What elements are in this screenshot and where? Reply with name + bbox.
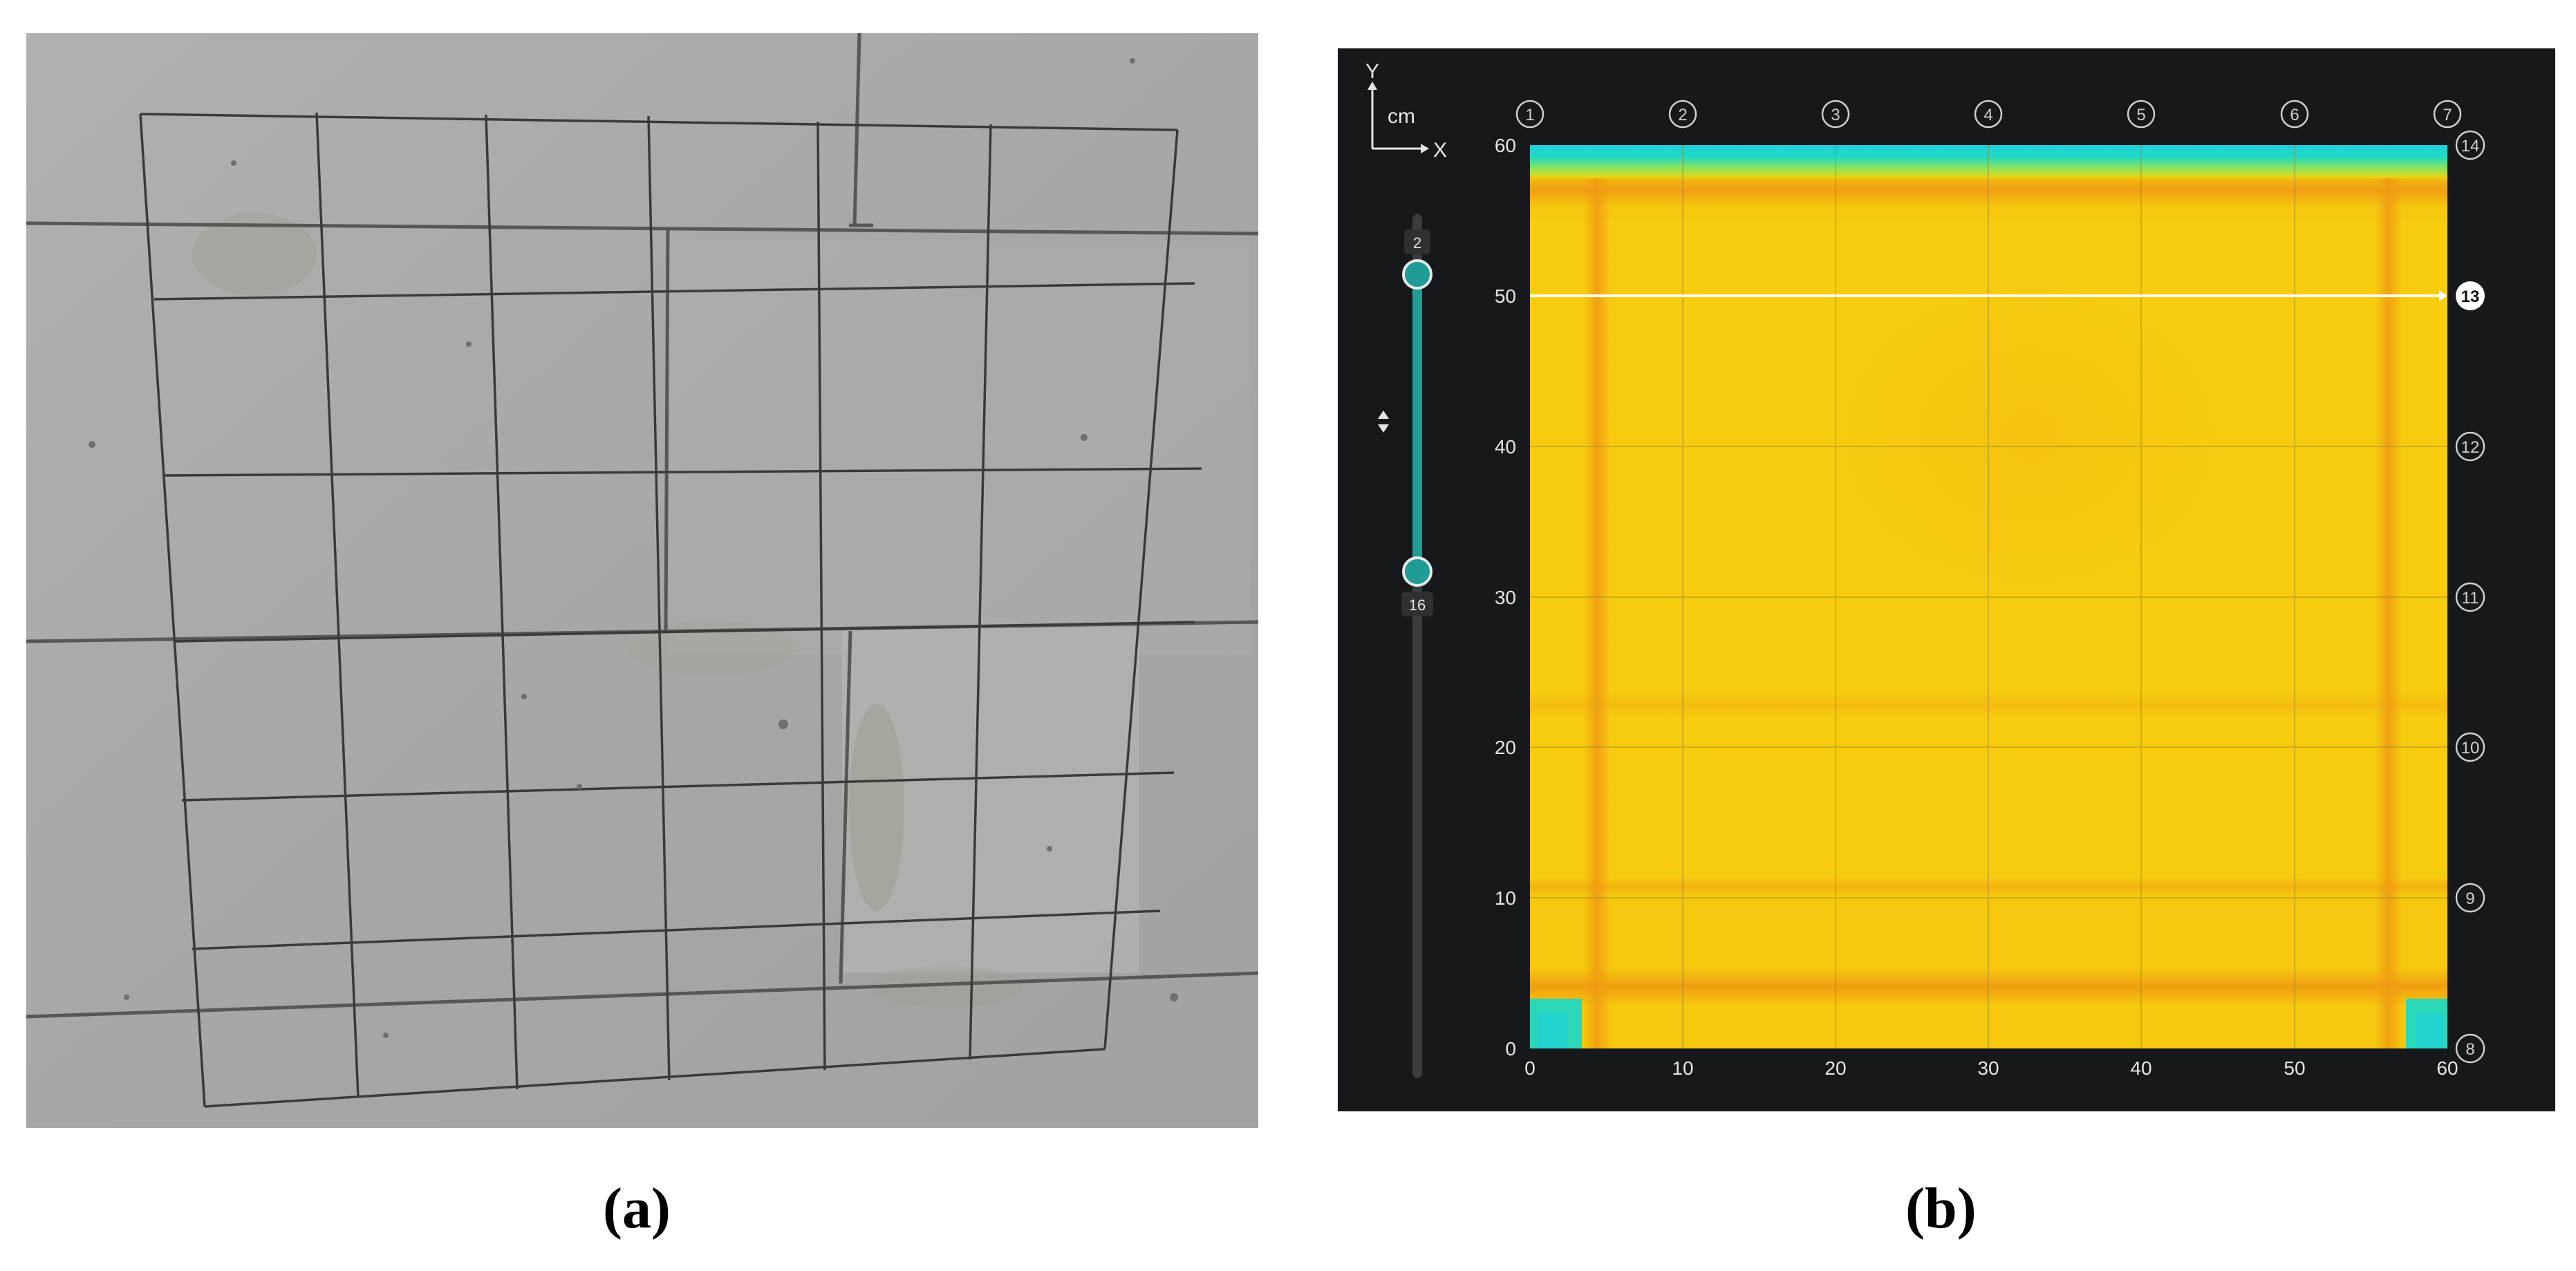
top-marker-label: 1: [1525, 106, 1534, 124]
right-marker-label: 12: [2461, 438, 2480, 457]
depth-range-slider[interactable]: 2 16: [1401, 214, 1433, 1078]
scan-line-arrow-icon: [2439, 290, 2447, 301]
x-tick: 30: [1977, 1057, 1999, 1079]
sort-toggle-icon[interactable]: [1378, 411, 1389, 433]
x-tick: 60: [2436, 1057, 2458, 1079]
top-marker-label: 3: [1831, 106, 1840, 124]
top-marker[interactable]: [2433, 100, 2462, 129]
axis-x-letter: X: [1433, 139, 1447, 162]
right-marker[interactable]: [2455, 1033, 2485, 1064]
top-marker-label: 5: [2136, 106, 2145, 124]
top-marker-label: 7: [2443, 106, 2452, 124]
slider-lower-value: 16: [1409, 596, 1426, 614]
axis-unit: cm: [1388, 105, 1415, 128]
axis-orientation-icon: [1368, 82, 1429, 153]
top-marker[interactable]: [1974, 100, 2003, 129]
y-tick: 40: [1495, 436, 1516, 458]
caption-a: (a): [603, 1176, 671, 1241]
top-marker[interactable]: [2127, 100, 2156, 129]
right-marker-label: 11: [2462, 589, 2479, 608]
right-marker[interactable]: [2455, 883, 2485, 913]
right-marker-label-active: 13: [2461, 288, 2480, 306]
caption-b: (b): [1905, 1176, 1977, 1241]
right-marker-label: 8: [2465, 1040, 2474, 1059]
x-tick: 20: [1824, 1057, 1846, 1079]
right-marker[interactable]: [2455, 431, 2485, 462]
axis-y-letter: Y: [1365, 60, 1379, 83]
top-marker[interactable]: [1515, 100, 1544, 129]
top-marker[interactable]: [1668, 100, 1697, 129]
top-marker-label: 4: [1984, 106, 1992, 124]
right-marker-active[interactable]: [2456, 281, 2485, 310]
x-tick: 40: [2130, 1057, 2152, 1079]
y-tick: 50: [1495, 285, 1516, 307]
top-marker-label: 6: [2290, 106, 2299, 124]
y-tick: 20: [1495, 737, 1516, 758]
y-tick: 10: [1495, 887, 1516, 909]
x-tick: 50: [2284, 1057, 2305, 1079]
top-marker[interactable]: [1821, 100, 1850, 129]
top-marker-label: 2: [1678, 106, 1687, 124]
y-tick: 30: [1495, 587, 1516, 608]
wall-photo: [26, 33, 1258, 1128]
right-marker[interactable]: [2455, 732, 2485, 762]
slider-lower-handle[interactable]: [1402, 556, 1432, 587]
y-tick: 0: [1505, 1038, 1516, 1060]
y-tick: 60: [1495, 135, 1516, 156]
top-marker[interactable]: [2280, 100, 2309, 129]
slider-upper-handle[interactable]: [1402, 259, 1432, 290]
right-marker-label: 9: [2465, 889, 2474, 908]
right-marker-label: 14: [2461, 137, 2480, 156]
slider-upper-value: 2: [1413, 234, 1421, 252]
x-tick: 0: [1524, 1057, 1536, 1079]
scanner-view: 0 10 20 30 40 50 60 0 10 20 30 40 50 60: [1338, 48, 2555, 1111]
x-tick: 10: [1672, 1057, 1693, 1079]
right-marker[interactable]: [2455, 582, 2485, 612]
right-marker[interactable]: [2455, 130, 2485, 160]
right-marker-label: 10: [2461, 739, 2480, 757]
